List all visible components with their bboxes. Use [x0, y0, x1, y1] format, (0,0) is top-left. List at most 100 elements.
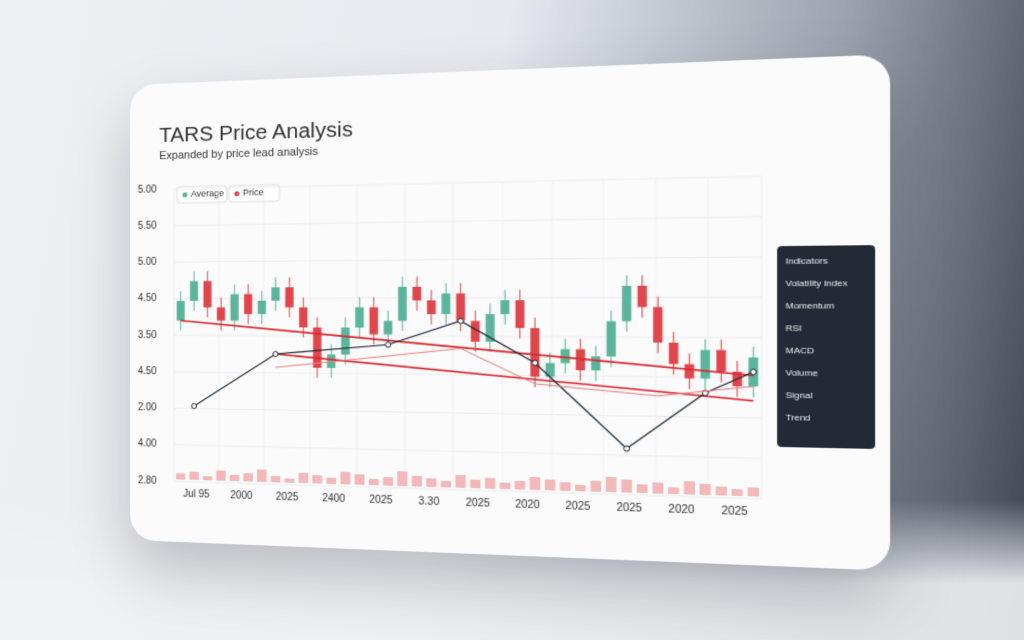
panel-text: MACD: [786, 345, 815, 355]
volume-bar: [606, 477, 617, 493]
volume-bar: [257, 469, 267, 482]
volume-bar: [668, 487, 679, 494]
candle-body: [561, 349, 570, 363]
volume-bar: [716, 486, 727, 495]
line-point: [624, 446, 630, 452]
candle-body: [456, 293, 465, 321]
candle-body: [244, 294, 252, 314]
volume-bar: [383, 477, 393, 486]
volume-bar: [412, 476, 422, 487]
x-axis-label: 2400: [322, 492, 346, 504]
candle-body: [545, 363, 554, 377]
grid-line: [174, 408, 761, 418]
candle-body: [398, 287, 407, 321]
volume-bar: [312, 475, 322, 484]
volume-bar: [500, 483, 510, 490]
volume-bar: [426, 478, 436, 487]
candle-body: [190, 281, 198, 301]
y-axis-label: 4.50: [138, 366, 157, 377]
y-axis-label: 4.50: [138, 293, 157, 304]
line-point: [532, 360, 538, 365]
candle-body: [217, 307, 225, 320]
volume-bar: [515, 481, 525, 490]
volume-bar: [700, 484, 711, 495]
candle-body: [355, 307, 364, 327]
chart-subtitle: Expanded by price lead analysis: [159, 145, 318, 162]
y-axis-label: 2.00: [138, 402, 157, 414]
overlay-line: [181, 321, 754, 376]
volume-bar: [397, 471, 407, 486]
candle-body: [384, 321, 393, 335]
x-axis-label: 2020: [668, 503, 695, 516]
volume-bar: [326, 478, 336, 484]
grid-line: [174, 217, 761, 226]
volume-bar: [732, 489, 743, 496]
candle-body: [203, 281, 211, 307]
candle-body: [341, 328, 349, 355]
overlay-line: [276, 347, 754, 397]
volume-bar: [545, 479, 556, 490]
x-axis-label: 3.30: [418, 495, 439, 507]
x-axis-label: 2020: [515, 498, 540, 511]
volume-bar: [441, 481, 451, 488]
candle-body: [369, 307, 378, 334]
candle-body: [607, 321, 616, 356]
x-axis-label: 2025: [276, 491, 299, 503]
candle-body: [716, 350, 726, 372]
line-point: [192, 403, 197, 408]
candle-body: [258, 301, 266, 314]
panel-text: Trend: [786, 412, 811, 423]
candle-body: [177, 301, 185, 321]
panel-text: Signal: [786, 390, 813, 401]
candle-body: [299, 307, 307, 327]
y-axis-label: 4.00: [138, 438, 157, 450]
candle-body: [653, 307, 662, 343]
volume-bar: [560, 482, 571, 491]
volume-bar: [590, 481, 601, 492]
x-axis-label: 2000: [230, 490, 253, 502]
candle-body: [500, 300, 509, 314]
x-axis-label: 2025: [466, 497, 491, 510]
y-axis-label: 3.50: [138, 330, 157, 341]
chart: TARS Price Analysis Expanded by price le…: [130, 54, 890, 571]
line-point: [458, 318, 463, 323]
panel-text: Volatility index: [786, 278, 848, 289]
volume-bar: [285, 478, 295, 482]
volume-bar: [298, 473, 308, 484]
volume-bar: [652, 482, 663, 493]
panel-text: Volume: [786, 368, 819, 379]
candle-body: [685, 364, 695, 378]
card: TARS Price Analysis Expanded by price le…: [130, 54, 890, 571]
candle-body: [285, 287, 293, 307]
y-axis-label: 5.50: [138, 220, 157, 231]
volume-bar: [637, 484, 648, 493]
candle-body: [412, 287, 421, 301]
volume-bar: [470, 480, 480, 489]
panel-text: Momentum: [786, 301, 835, 311]
x-axis-label: Jul 95: [183, 488, 210, 500]
line-point: [750, 369, 756, 375]
y-axis-label: 2.80: [138, 475, 157, 487]
volume-bar: [369, 479, 379, 486]
volume-bar: [271, 476, 281, 482]
candle-body: [442, 293, 451, 314]
candle-body: [700, 350, 710, 379]
candle-body: [230, 294, 238, 321]
volume-bar: [216, 470, 225, 480]
x-axis-label: 2025: [369, 494, 393, 506]
volume-bar: [243, 473, 253, 481]
volume-bar: [748, 487, 759, 496]
candle-body: [515, 300, 524, 328]
y-axis-label: 5.00: [138, 257, 157, 268]
candle-body: [669, 343, 678, 364]
volume-bar: [621, 479, 632, 492]
grid-line: [174, 445, 761, 459]
volume-bar: [684, 481, 695, 495]
volume-bar: [530, 477, 541, 490]
chart-title: TARS Price Analysis: [159, 117, 353, 147]
volume-bar: [485, 478, 495, 489]
x-axis-label: 2025: [721, 505, 748, 518]
candle-body: [530, 328, 539, 377]
x-axis-label: 2025: [565, 500, 591, 513]
candle-body: [638, 286, 647, 307]
